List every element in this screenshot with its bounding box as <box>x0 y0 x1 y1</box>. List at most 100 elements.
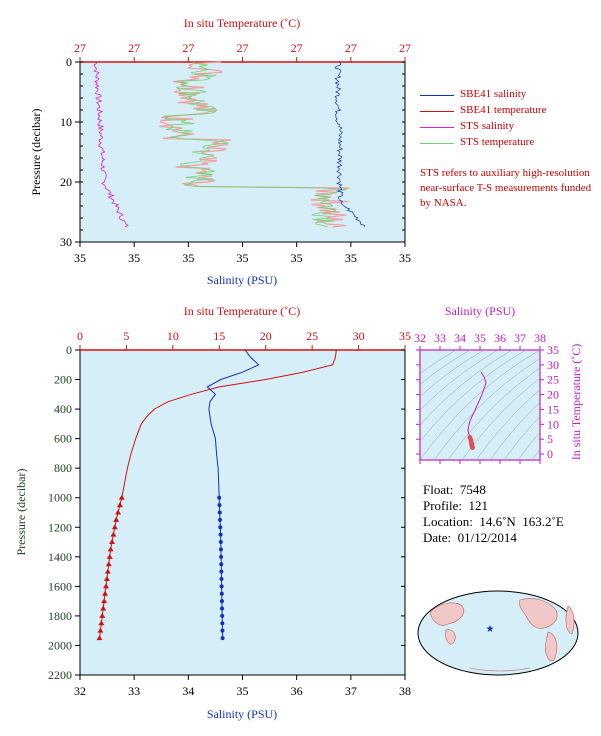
temperature-point <box>107 546 114 552</box>
density-contour <box>503 415 540 460</box>
salinity-point <box>219 562 224 567</box>
temperature-profile-line <box>121 349 337 498</box>
legend-label: SBE41 temperature <box>460 104 547 116</box>
near-surface-top-ticks: 27 27 27 27 27 27 27 <box>74 41 411 62</box>
full-profile-top-axis-label: In situ Temperature (˚C) <box>184 304 301 318</box>
density-contour <box>475 389 540 460</box>
legend-swatch <box>420 111 454 112</box>
density-contour <box>420 350 513 426</box>
temperature-tick-label: 35 <box>399 329 411 343</box>
near-surface-bottom-ticks: 35 35 35 35 35 35 35 <box>74 242 411 265</box>
ts-diagram-panel: Salinity (PSU) In situ Temperature (˚C) … <box>414 304 583 464</box>
near-surface-y-ticks: 0 10 20 30 <box>60 55 405 249</box>
salinity-point <box>219 569 224 574</box>
salinity-point <box>220 613 225 618</box>
map-landmass-antarctica <box>469 667 531 672</box>
temperature-point <box>118 494 125 500</box>
salinity-point <box>217 510 222 515</box>
top-tick-label: 27 <box>182 41 194 55</box>
map-landmass-asia <box>429 602 465 626</box>
full-profile-plot-area <box>79 349 406 676</box>
density-contour <box>420 350 499 411</box>
ts-salinity-tick-label: 35 <box>474 331 486 345</box>
salinity-profile-line <box>206 349 260 498</box>
y-tick-label: 10 <box>60 115 72 129</box>
legend-label: STS salinity <box>460 120 515 132</box>
ts-right-axis-label: In situ Temperature (˚C) <box>569 344 583 461</box>
ts-salinity-tick-label: 34 <box>454 331 466 345</box>
ts-top-axis-label: Salinity (PSU) <box>445 304 515 318</box>
density-contour <box>420 350 485 397</box>
salinity-tick-label: 37 <box>345 684 357 698</box>
pressure-tick-label: 1400 <box>48 550 72 564</box>
sts-temperature-shading <box>159 61 350 228</box>
map-landmass-americas <box>519 598 558 629</box>
ts-salinity-tick-label: 32 <box>414 331 426 345</box>
full-profile-y-axis-label: Pressure (decibar) <box>14 469 28 556</box>
bottom-tick-label: 35 <box>345 251 357 265</box>
temperature-tick-label: 0 <box>77 329 83 343</box>
map-ocean <box>417 590 579 676</box>
ts-temperature-tick-label: 30 <box>547 358 559 372</box>
sbe41-salinity-line <box>334 61 365 228</box>
ts-salinity-tick-label: 33 <box>434 331 446 345</box>
salinity-point <box>219 591 224 596</box>
map-landmass-south-america <box>545 631 558 662</box>
density-contour <box>420 350 527 442</box>
temperature-tick-label: 30 <box>353 329 365 343</box>
top-tick-label: 27 <box>128 41 140 55</box>
temperature-tick-label: 25 <box>306 329 318 343</box>
salinity-point <box>219 576 224 581</box>
near-surface-series <box>93 61 365 228</box>
temperature-point <box>109 539 116 545</box>
star-icon: ★ <box>486 624 495 635</box>
temperature-point <box>111 524 118 530</box>
temperature-point <box>101 598 108 604</box>
temperature-point <box>103 575 110 581</box>
pressure-tick-label: 2200 <box>48 668 72 682</box>
pressure-tick-label: 200 <box>54 373 72 387</box>
top-tick-label: 27 <box>291 41 303 55</box>
ts-temperature-tick-label: 25 <box>547 373 559 387</box>
near-surface-plot-area <box>79 61 406 243</box>
density-contour <box>447 367 540 460</box>
salinity-point <box>220 606 225 611</box>
pressure-tick-label: 1600 <box>48 579 72 593</box>
ts-salinity-tick-label: 37 <box>514 331 526 345</box>
pressure-tick-label: 1000 <box>48 491 72 505</box>
full-profile-panel: In situ Temperature (˚C) Salinity (PSU) … <box>14 304 411 721</box>
top-tick-label: 27 <box>74 41 86 55</box>
salinity-tick-label: 35 <box>237 684 249 698</box>
salinity-tick-label: 38 <box>399 684 411 698</box>
temperature-point <box>99 612 106 618</box>
map-landmass-europe-africa <box>565 605 575 635</box>
bottom-tick-label: 35 <box>182 251 194 265</box>
pressure-tick-label: 600 <box>54 432 72 446</box>
salinity-point <box>217 495 222 500</box>
y-tick-label: 30 <box>60 235 72 249</box>
near-surface-panel: In situ Temperature (˚C) Salinity (PSU) … <box>29 16 411 287</box>
temperature-point <box>113 516 120 522</box>
salinity-point <box>218 525 223 530</box>
profile-number: Profile: 121 <box>423 498 488 513</box>
full-profile-series <box>96 349 337 641</box>
pressure-tick-label: 2000 <box>48 638 72 652</box>
bottom-tick-label: 35 <box>291 251 303 265</box>
density-contour <box>517 431 540 460</box>
pressure-tick-label: 1200 <box>48 520 72 534</box>
density-contour <box>420 350 540 460</box>
temperature-tick-label: 15 <box>213 329 225 343</box>
pressure-tick-label: 400 <box>54 402 72 416</box>
salinity-point <box>218 532 223 537</box>
y-tick-label: 20 <box>60 175 72 189</box>
ts-temperature-tick-label: 35 <box>547 343 559 357</box>
ts-salinity-tick-label: 38 <box>534 331 546 345</box>
ts-density-contours <box>420 350 540 460</box>
density-contour <box>489 401 540 460</box>
temperature-point <box>104 568 111 574</box>
density-contour <box>531 448 540 460</box>
salinity-tick-label: 32 <box>74 684 86 698</box>
ts-salinity-tick-label: 36 <box>494 331 506 345</box>
salinity-point <box>220 628 225 633</box>
salinity-point <box>219 554 224 559</box>
